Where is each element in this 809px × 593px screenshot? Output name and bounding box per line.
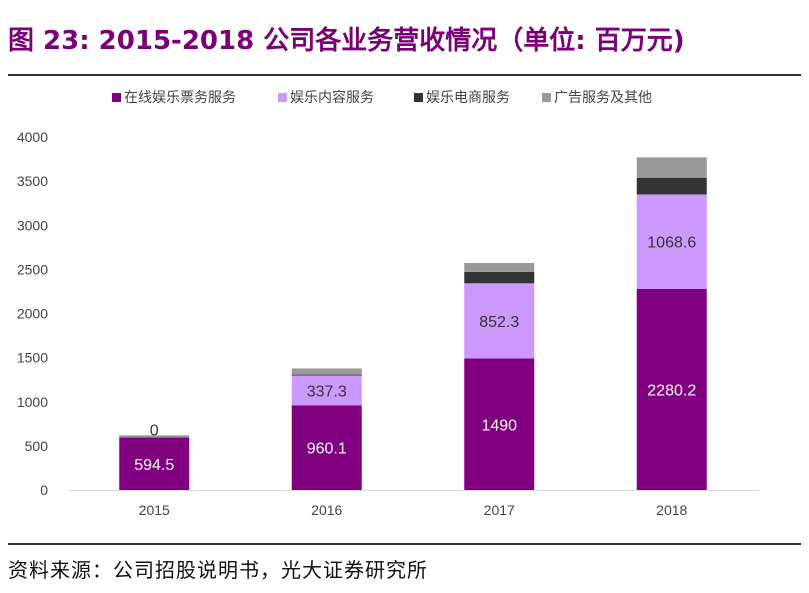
data-label: 0 <box>150 423 159 440</box>
x-tick-label: 2016 <box>311 502 342 518</box>
data-label: 960.1 <box>307 441 347 458</box>
legend-swatch <box>542 93 551 102</box>
bar-segment <box>464 262 535 272</box>
figure-title: 图 23: 2015-2018 公司各业务营收情况（单位: 百万元) <box>8 26 685 56</box>
bar-segment <box>464 283 535 359</box>
stacked-bar-chart: 在线娱乐票务服务 娱乐内容服务 娱乐电商服务 广告服务及其他 0 500 1000 1500… <box>17 89 758 518</box>
bar-segment <box>636 288 707 490</box>
y-tick-label: 3000 <box>17 217 48 233</box>
bar-segment <box>119 437 190 490</box>
y-tick-label: 2000 <box>17 306 48 322</box>
legend-label: 广告服务及其他 <box>554 90 652 106</box>
bar-segment <box>291 368 362 375</box>
data-label: 2280.2 <box>647 382 696 399</box>
y-tick-label: 2500 <box>17 261 48 277</box>
data-label: 1490 <box>481 417 517 434</box>
y-tick-label: 1500 <box>17 350 48 366</box>
x-axis: 2015 2016 2017 2018 <box>68 490 758 518</box>
data-label: 337.3 <box>307 383 347 400</box>
bar-segment <box>464 358 535 490</box>
bar-segment <box>636 194 707 289</box>
bars-group: 594.5 0 960.1 337.3 1490 852.3 2280.2 1068.6 <box>119 157 707 490</box>
data-label: 852.3 <box>479 314 519 331</box>
bar-segment <box>291 374 362 376</box>
legend-label: 娱乐内容服务 <box>290 89 374 106</box>
legend-swatch <box>414 93 423 102</box>
x-tick-label: 2015 <box>139 502 170 518</box>
bar-segment <box>291 375 362 406</box>
x-tick-label: 2017 <box>484 502 515 518</box>
x-tick-label: 2018 <box>656 502 687 518</box>
legend-label: 娱乐电商服务 <box>426 90 510 106</box>
legend-swatch <box>112 93 121 102</box>
bar-segment <box>636 157 707 178</box>
y-tick-label: 1000 <box>17 394 48 410</box>
y-tick-label: 3500 <box>17 173 48 189</box>
bar-segment <box>636 177 707 195</box>
data-label: 594.5 <box>134 457 174 474</box>
y-axis: 0 500 1000 1500 2000 2500 3000 3500 4000 <box>17 129 48 498</box>
bar-segment <box>119 435 190 438</box>
bar-segment <box>464 271 535 284</box>
y-tick-label: 4000 <box>17 129 48 145</box>
source-divider <box>8 543 801 545</box>
legend-label: 在线娱乐票务服务 <box>124 90 236 106</box>
title-divider <box>8 74 801 76</box>
chart-legend: 在线娱乐票务服务 娱乐内容服务 娱乐电商服务 广告服务及其他 <box>112 89 652 106</box>
y-tick-label: 0 <box>40 482 48 498</box>
data-label: 1068.6 <box>647 235 696 252</box>
y-tick-label: 500 <box>25 438 49 454</box>
source-note: 资料来源：公司招股说明书，光大证券研究所 <box>8 558 428 582</box>
legend-swatch <box>278 93 287 102</box>
bar-segment <box>291 405 362 490</box>
